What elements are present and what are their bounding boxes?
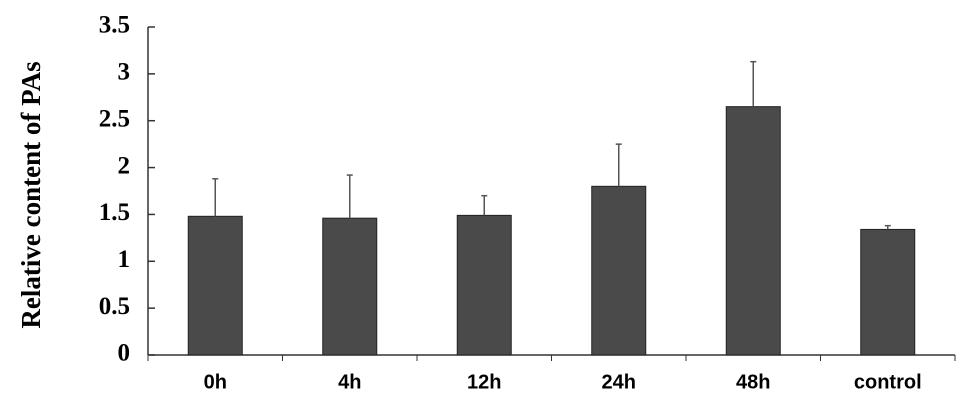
y-tick-label: 0 <box>118 340 131 367</box>
y-tick-label: 0.5 <box>99 293 130 320</box>
bar <box>322 217 378 356</box>
y-tick-label: 3.5 <box>99 12 130 39</box>
bar <box>725 106 781 356</box>
x-tick-label: control <box>854 371 922 393</box>
y-axis-label: Relative content of PAs <box>16 61 46 328</box>
x-tick-label: 48h <box>736 371 770 393</box>
x-tick-label: 12h <box>467 371 501 393</box>
y-tick-label: 2 <box>118 152 131 179</box>
x-tick-label: 4h <box>338 371 361 393</box>
x-tick-label: 0h <box>204 371 227 393</box>
y-tick-label: 1 <box>118 246 131 273</box>
y-tick-label: 3 <box>118 59 131 86</box>
y-tick-label: 1.5 <box>99 199 130 226</box>
bar <box>860 228 916 356</box>
x-tick-label: 24h <box>602 371 636 393</box>
bar <box>591 185 647 356</box>
bar <box>456 214 512 356</box>
y-tick-label: 2.5 <box>99 105 130 132</box>
bar <box>187 215 243 356</box>
